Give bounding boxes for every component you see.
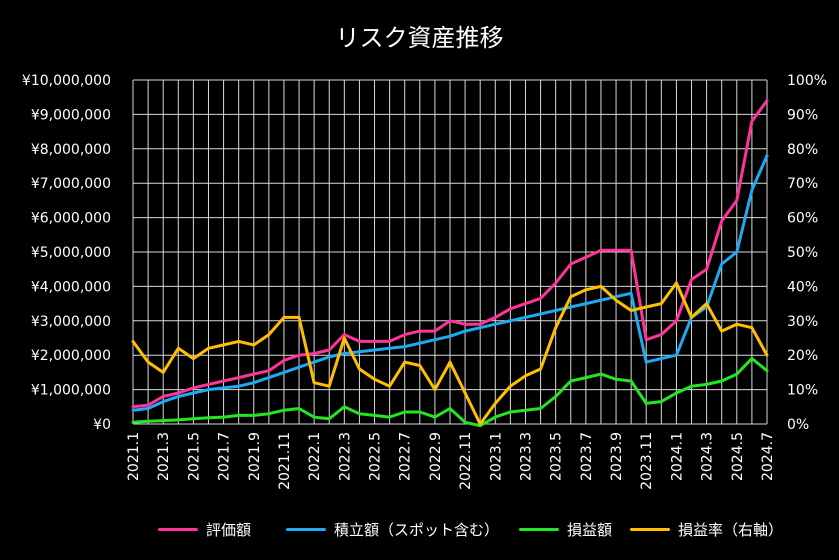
x-tick-label: 2022.1 [307, 432, 323, 481]
y-left-tick-label: ¥0 [93, 417, 111, 433]
legend-swatch-profit [519, 527, 559, 531]
y-left-tick-label: ¥2,000,000 [31, 348, 111, 364]
legend-label-profit-rate: 損益率（右軸） [678, 520, 784, 539]
x-tick-label: 2024.1 [669, 432, 685, 481]
y-right-tick-label: 40% [787, 279, 818, 295]
y-left-tick-label: ¥7,000,000 [31, 176, 111, 192]
y-left-tick-label: ¥9,000,000 [31, 107, 111, 123]
legend-swatch-investment [286, 527, 326, 531]
y-left-tick-label: ¥8,000,000 [31, 142, 111, 158]
series-line-3 [131, 281, 769, 426]
x-tick-label: 2023.3 [518, 432, 534, 481]
x-tick-label: 2023.5 [549, 432, 565, 481]
x-tick-label: 2022.11 [458, 432, 474, 490]
x-tick-label: 2023.11 [639, 432, 655, 490]
x-tick-label: 2021.3 [156, 432, 172, 481]
legend-item-investment: 積立額（スポット含む） [286, 517, 499, 541]
x-tick-label: 2022.9 [428, 432, 444, 481]
y-left-tick-label: ¥5,000,000 [31, 245, 111, 261]
gridlines [132, 79, 768, 425]
x-tick-label: 2023.7 [579, 432, 595, 481]
left-axis-tick-labels: ¥0 ¥1,000,000 ¥2,000,000 ¥3,000,000 ¥4,000,0… [22, 73, 111, 433]
x-tick-label: 2021.1 [126, 432, 142, 481]
chart-title: リスク資産推移 [335, 24, 504, 52]
series-line-1 [131, 154, 769, 412]
x-tick-label: 2021.9 [247, 432, 263, 481]
x-tick-label: 2021.7 [217, 432, 233, 481]
y-right-tick-label: 20% [787, 348, 818, 364]
legend-label-valuation: 評価額 [206, 520, 252, 539]
x-tick-label: 2023.1 [488, 432, 504, 481]
legend-swatch-profit-rate [630, 527, 670, 531]
x-tick-label: 2024.3 [700, 432, 716, 481]
y-right-tick-label: 80% [787, 142, 818, 158]
series-line-2 [131, 357, 769, 428]
right-axis-tick-labels: 0% 10% 20% 30% 40% 50% 60% 70% 80% 90% 100% [787, 73, 827, 433]
x-tick-label: 2024.7 [760, 432, 776, 481]
legend-item-profit-rate: 損益率（右軸） [630, 517, 783, 541]
y-left-tick-label: ¥3,000,000 [31, 314, 111, 330]
y-right-tick-label: 100% [787, 73, 827, 89]
x-axis-tick-labels: 2021.1 2021.3 2021.5 2021.7 2021.9 2021.11 202… [126, 432, 776, 490]
x-tick-label: 2022.7 [398, 432, 414, 481]
y-right-tick-label: 30% [787, 314, 818, 330]
y-left-tick-label: ¥6,000,000 [31, 211, 111, 227]
y-left-tick-label: ¥4,000,000 [31, 279, 111, 295]
legend-label-investment: 積立額（スポット含む） [334, 520, 500, 539]
legend-item-valuation: 評価額 [158, 517, 251, 541]
series-line-0 [131, 99, 769, 409]
x-tick-label: 2021.5 [186, 432, 202, 481]
y-right-tick-label: 60% [787, 211, 818, 227]
x-tick-label: 2022.3 [337, 432, 353, 481]
y-right-tick-label: 90% [787, 107, 818, 123]
y-left-tick-label: ¥10,000,000 [22, 73, 111, 89]
y-right-tick-label: 50% [787, 245, 818, 261]
legend-swatch-valuation [158, 527, 198, 531]
y-right-tick-label: 10% [787, 383, 818, 399]
y-right-tick-label: 70% [787, 176, 818, 192]
y-right-tick-label: 0% [787, 417, 809, 433]
x-tick-label: 2021.11 [277, 432, 293, 490]
series-lines [131, 99, 769, 428]
legend-label-profit: 損益額 [567, 520, 613, 539]
x-tick-label: 2023.9 [609, 432, 625, 481]
x-tick-label: 2024.5 [730, 432, 746, 481]
legend-item-profit: 損益額 [519, 517, 612, 541]
y-left-tick-label: ¥1,000,000 [31, 383, 111, 399]
legend: 評価額 積立額（スポット含む） 損益額 損益率（右軸） [0, 517, 839, 541]
x-tick-label: 2022.5 [368, 432, 384, 481]
